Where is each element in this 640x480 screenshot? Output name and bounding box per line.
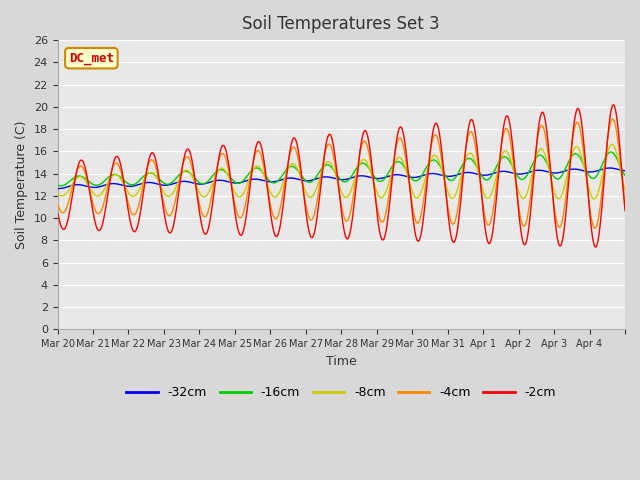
Y-axis label: Soil Temperature (C): Soil Temperature (C): [15, 120, 28, 249]
Text: DC_met: DC_met: [69, 52, 114, 65]
Legend: -32cm, -16cm, -8cm, -4cm, -2cm: -32cm, -16cm, -8cm, -4cm, -2cm: [122, 381, 561, 404]
X-axis label: Time: Time: [326, 355, 356, 368]
Title: Soil Temperatures Set 3: Soil Temperatures Set 3: [243, 15, 440, 33]
